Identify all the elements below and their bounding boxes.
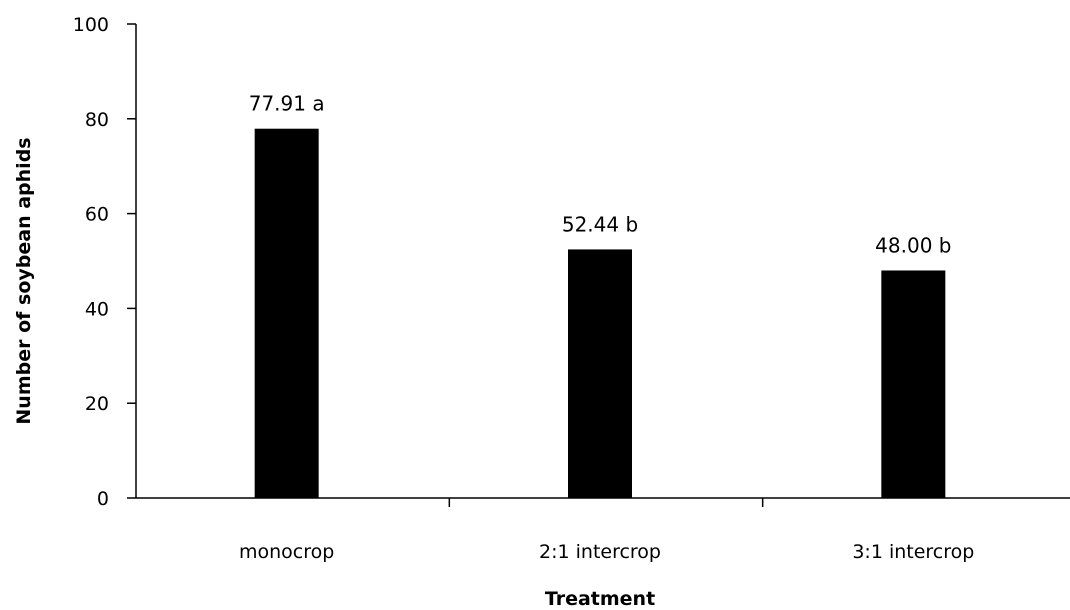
y-tick-label: 0 (97, 488, 109, 510)
x-axis-title: Treatment (545, 588, 655, 610)
bar-data-label: 48.00 b (875, 233, 951, 257)
bar (881, 270, 946, 498)
y-tick-label: 40 (85, 298, 109, 320)
x-tick-label: 3:1 intercrop (852, 541, 974, 563)
y-axis: 0 20 40 60 80 100 (73, 14, 137, 510)
bar-data-label: 52.44 b (562, 212, 638, 236)
bar (254, 128, 319, 498)
y-tick-label: 100 (73, 14, 109, 36)
y-tick-label: 80 (85, 109, 109, 131)
x-tick-label: 2:1 intercrop (539, 541, 661, 563)
data-labels-group: 77.91 a 52.44 b 48.00 b (249, 92, 952, 258)
bar (568, 249, 632, 498)
x-axis: monocrop 2:1 intercrop 3:1 intercrop (136, 497, 1070, 563)
y-axis-title: Number of soybean aphids (13, 137, 35, 424)
y-tick-label: 20 (85, 393, 109, 415)
bars-group (254, 128, 946, 498)
bar-data-label: 77.91 a (249, 92, 325, 116)
x-tick-label: monocrop (239, 541, 334, 563)
y-tick-label: 60 (85, 204, 109, 226)
